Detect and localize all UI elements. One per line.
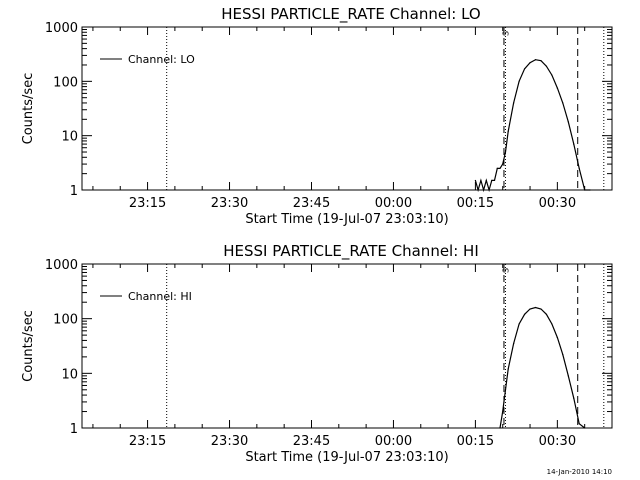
chart-title: HESSI PARTICLE_RATE Channel: LO bbox=[221, 5, 480, 24]
data-point bbox=[513, 102, 515, 104]
footer-timestamp: 14-Jan-2010 14:10 bbox=[547, 468, 612, 476]
x-tick-label: 00:00 bbox=[375, 196, 412, 211]
x-tick-label: 00:00 bbox=[375, 434, 412, 449]
plot-frame bbox=[81, 26, 613, 191]
data-point bbox=[556, 337, 558, 339]
data-point bbox=[518, 323, 520, 325]
data-point bbox=[499, 427, 501, 429]
data-point bbox=[523, 313, 526, 315]
x-tick-label: 23:30 bbox=[211, 434, 248, 449]
data-point bbox=[523, 68, 526, 70]
x-tick-label: 23:45 bbox=[293, 434, 330, 449]
y-tick-label: 100 bbox=[53, 75, 78, 90]
data-point bbox=[493, 179, 496, 182]
chart-panel-hi: HESSI PARTICLE_RATE Channel: HI 23:15 23:3… bbox=[21, 242, 613, 465]
data-point bbox=[589, 189, 591, 191]
data-point bbox=[551, 74, 553, 76]
data-point bbox=[485, 179, 487, 182]
data-point bbox=[567, 121, 569, 123]
data-point bbox=[545, 313, 548, 315]
data-point bbox=[502, 163, 504, 165]
x-tick-label: 00:30 bbox=[539, 196, 576, 211]
legend-label: Channel: HI bbox=[128, 290, 192, 303]
data-point bbox=[584, 189, 586, 191]
x-tick-label: 00:30 bbox=[539, 434, 576, 449]
flag-label: S bbox=[501, 268, 510, 273]
data-point bbox=[474, 179, 477, 182]
data-point bbox=[567, 375, 569, 377]
data-point bbox=[491, 179, 493, 182]
legend-label: Channel: LO bbox=[128, 53, 195, 66]
series-line bbox=[499, 306, 586, 429]
x-tick-label: 00:15 bbox=[457, 196, 494, 211]
data-point bbox=[534, 306, 537, 309]
data-point bbox=[488, 189, 490, 191]
data-point bbox=[545, 65, 548, 67]
plot-frame bbox=[81, 263, 613, 429]
y-tick-label: 100 bbox=[53, 313, 78, 328]
x-tick-label: 23:30 bbox=[211, 196, 248, 211]
data-point bbox=[540, 60, 542, 62]
y-tick-label: 10 bbox=[61, 130, 78, 145]
x-axis-label: Start Time (19-Jul-07 23:03:10) bbox=[245, 450, 448, 465]
data-point bbox=[507, 130, 509, 132]
data-point bbox=[518, 80, 520, 82]
data-point bbox=[562, 102, 564, 104]
data-point bbox=[584, 427, 586, 429]
data-point bbox=[504, 151, 507, 153]
x-axis-label: Start Time (19-Jul-07 23:03:10) bbox=[245, 212, 448, 227]
flag-label: S bbox=[501, 31, 510, 36]
data-point bbox=[578, 167, 580, 169]
y-axis-label: Counts/sec bbox=[21, 310, 36, 382]
x-tick-label: 23:15 bbox=[129, 434, 166, 449]
data-point bbox=[482, 189, 485, 191]
chart-title: HESSI PARTICLE_RATE Channel: HI bbox=[223, 242, 479, 261]
data-point bbox=[578, 423, 580, 425]
series-line bbox=[474, 59, 591, 193]
data-point bbox=[573, 143, 575, 145]
data-point bbox=[507, 368, 509, 370]
data-point bbox=[573, 397, 575, 399]
y-tick-label: 1 bbox=[70, 184, 78, 199]
y-tick-label: 10 bbox=[61, 367, 78, 382]
data-point bbox=[529, 62, 531, 64]
x-tick-label: 00:15 bbox=[457, 434, 494, 449]
data-point bbox=[499, 167, 501, 169]
data-point bbox=[504, 389, 507, 391]
data-point bbox=[540, 308, 542, 310]
chart-panel-lo: HESSI PARTICLE_RATE Channel: LO 23:15 23:3… bbox=[21, 5, 613, 227]
data-point bbox=[551, 323, 553, 325]
data-point bbox=[480, 179, 482, 182]
y-tick-label: 1 bbox=[70, 422, 78, 437]
data-point bbox=[556, 87, 558, 89]
data-point bbox=[513, 342, 515, 345]
y-tick-label: 1000 bbox=[45, 21, 78, 36]
data-point bbox=[502, 410, 504, 413]
data-point bbox=[496, 167, 498, 169]
data-point bbox=[529, 308, 531, 310]
x-tick-label: 23:15 bbox=[129, 196, 166, 211]
y-axis-label: Counts/sec bbox=[21, 73, 36, 145]
data-point bbox=[534, 59, 537, 61]
data-point bbox=[477, 189, 479, 191]
data-point bbox=[562, 354, 564, 356]
y-tick-label: 1000 bbox=[45, 258, 78, 273]
x-tick-label: 23:45 bbox=[293, 196, 330, 211]
